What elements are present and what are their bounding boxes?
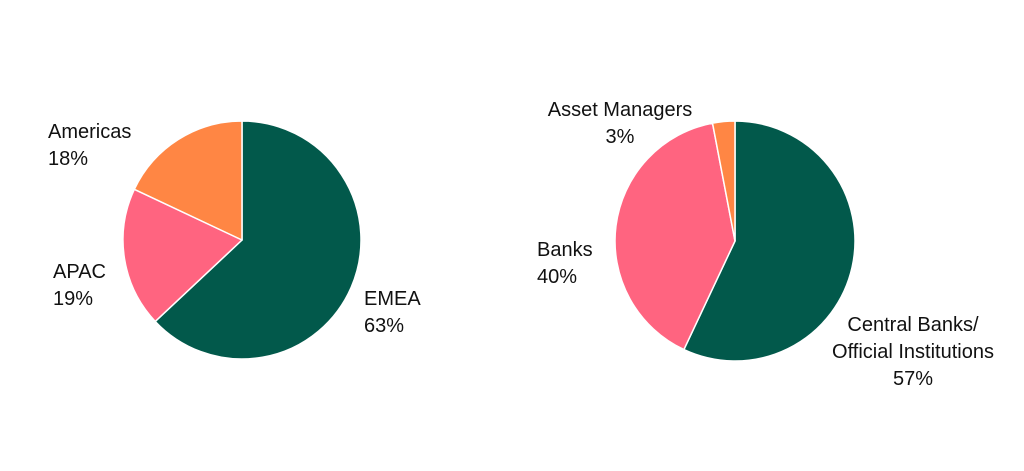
client-type-pie-chart (614, 120, 856, 362)
slice-label-apac: APAC (53, 261, 106, 283)
pie-slice-banks (614, 122, 736, 351)
slice-label-asset-managers: Asset Managers (548, 99, 693, 121)
region-pie-chart (122, 120, 362, 360)
slice-label-central-banks-line2: Official Institutions (832, 341, 994, 363)
slice-label-banks: Banks (537, 239, 593, 261)
slice-label-central-banks-line1: Central Banks/ (847, 314, 979, 336)
slice-label-americas: Americas (48, 121, 131, 143)
slice-value-asset-managers: 3% (606, 126, 635, 148)
pie-slice-central-banks-official-institutions (683, 120, 856, 362)
region-pie-labels: Americas 18% APAC 19% EMEA 63% (48, 121, 421, 337)
slice-value-americas: 18% (48, 148, 88, 170)
pie-slice-asset-managers (711, 120, 736, 242)
pie-slice-americas (133, 120, 243, 241)
slice-value-banks: 40% (537, 266, 577, 288)
client-type-pie-labels: Asset Managers 3% Banks 40% Central Bank… (537, 99, 994, 390)
slice-label-emea: EMEA (364, 288, 421, 310)
slice-value-apac: 19% (53, 288, 93, 310)
pie-slice-apac (122, 188, 243, 323)
slice-value-central-banks: 57% (893, 368, 933, 390)
pie-slice-emea (154, 120, 362, 360)
slice-value-emea: 63% (364, 315, 404, 337)
